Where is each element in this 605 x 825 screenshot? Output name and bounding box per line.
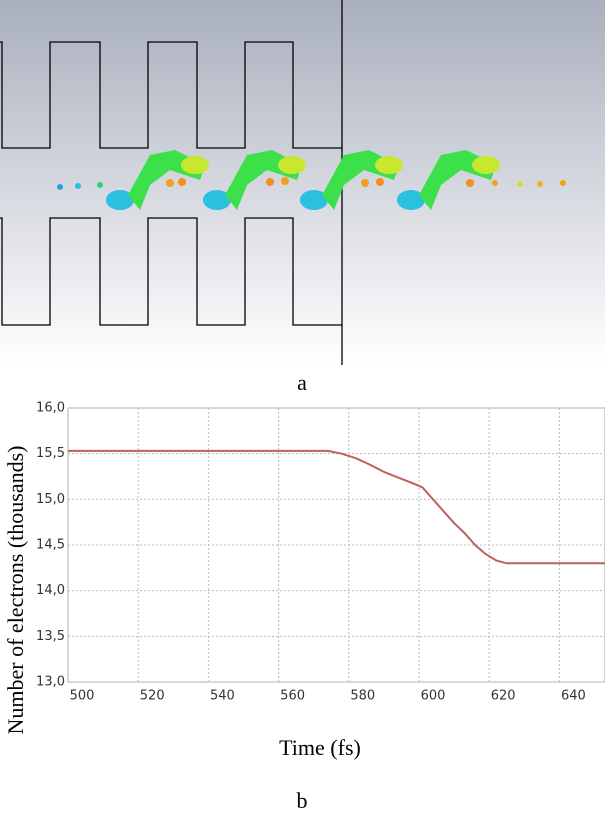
x-tick-label: 560 <box>280 689 305 704</box>
y-tick-label: 14,5 <box>36 538 65 553</box>
y-tick-label: 13,5 <box>36 629 65 644</box>
upper-comb <box>0 41 342 149</box>
x-tick-label: 600 <box>421 689 446 704</box>
lower-comb <box>0 217 342 326</box>
x-tick-label: 540 <box>210 689 235 704</box>
panel-label: a <box>297 370 307 395</box>
y-tick-label: 15,5 <box>36 446 65 461</box>
y-tick-label: 14,0 <box>36 583 65 598</box>
panel-label: b <box>297 788 308 813</box>
y-tick-label: 15,0 <box>36 492 65 507</box>
x-axis-title: Time (fs) <box>279 735 361 760</box>
x-tick-label: 640 <box>561 689 586 704</box>
x-tick-label: 520 <box>140 689 165 704</box>
electron-bunches <box>57 150 566 210</box>
x-tick-label: 500 <box>70 689 95 704</box>
y-tick-label: 13,0 <box>36 675 65 690</box>
x-tick-label: 580 <box>350 689 375 704</box>
simulation-background <box>0 0 605 365</box>
data-line <box>68 449 605 565</box>
y-tick-label: 16,0 <box>36 401 65 416</box>
x-tick-label: 620 <box>491 689 516 704</box>
y-axis-title: Number of electrons (thousands) <box>3 446 28 735</box>
